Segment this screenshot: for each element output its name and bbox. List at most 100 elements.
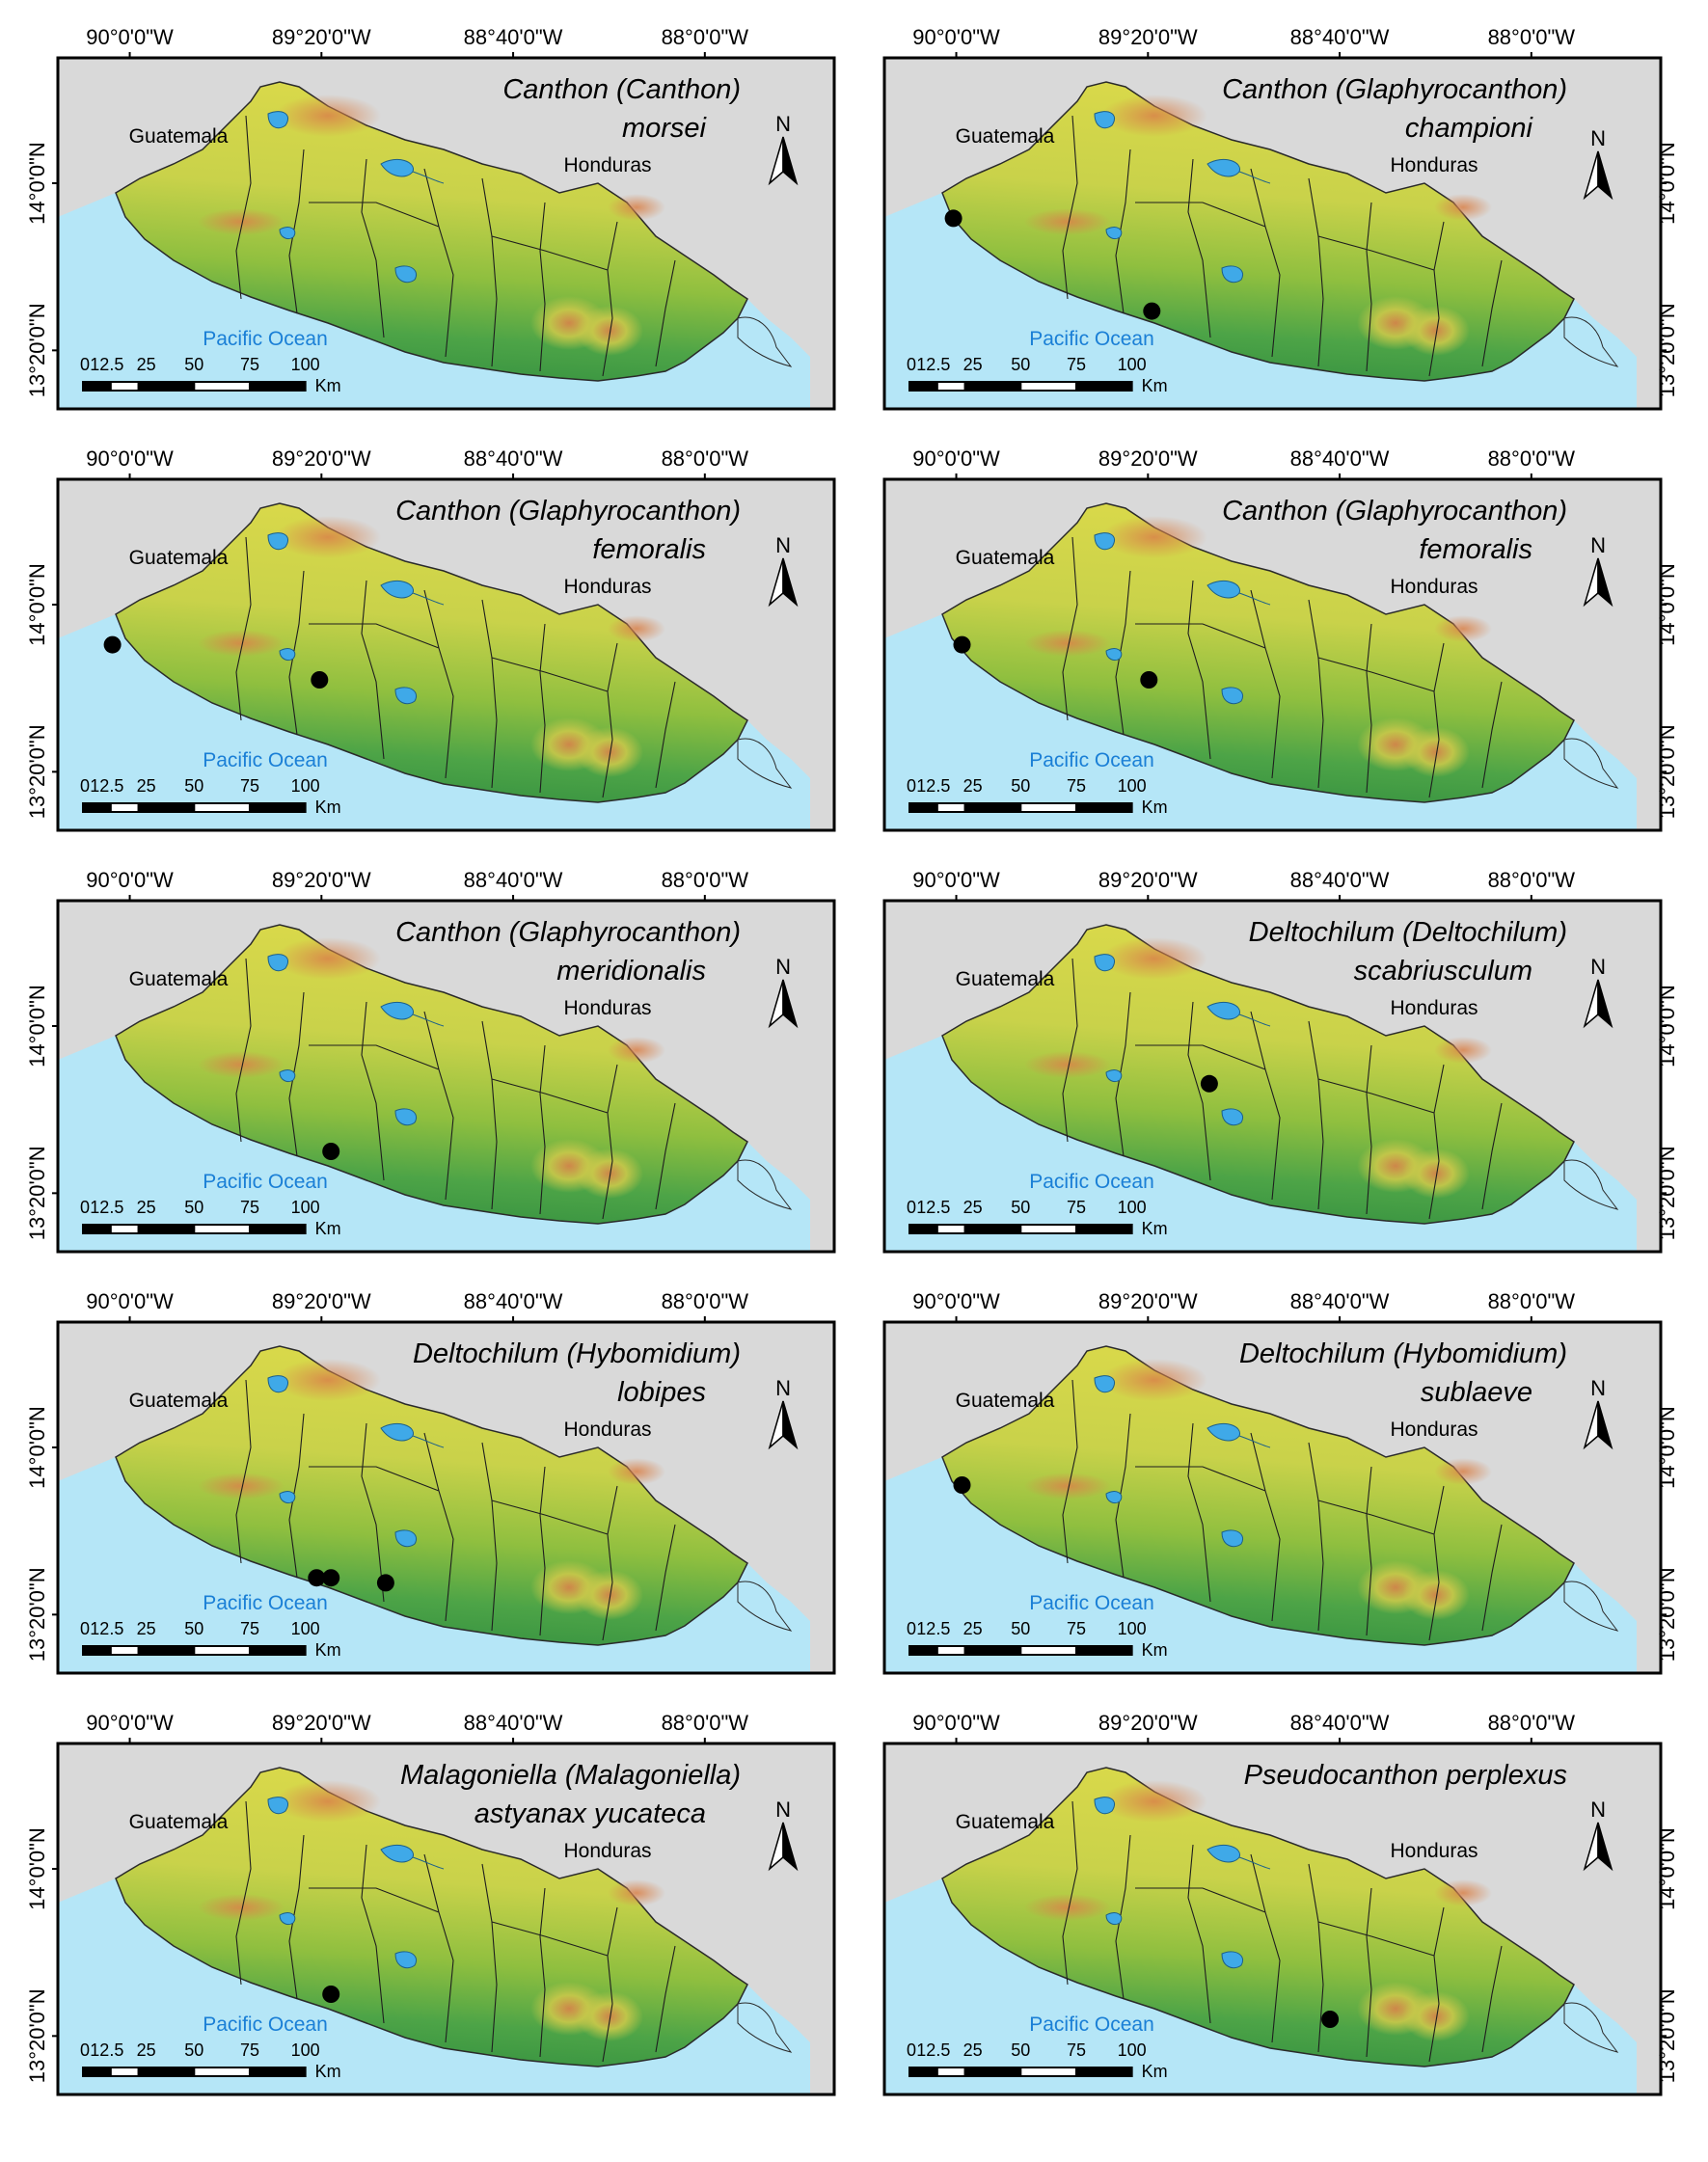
lake-guija: [1094, 111, 1116, 129]
honduras-label: Honduras: [1390, 997, 1478, 1019]
longitude-label: 88°0'0"W: [662, 1289, 749, 1313]
guatemala-label: Guatemala: [956, 1390, 1055, 1412]
eastern-highland: [608, 194, 665, 221]
scale-unit-label: Km: [315, 376, 341, 395]
scale-tick-label: 0: [907, 776, 916, 796]
scale-tick-label: 0: [80, 355, 90, 374]
scale-bar-segment: [935, 2067, 966, 2077]
north-arrow-label: N: [1590, 533, 1606, 557]
scale-bar-segment: [935, 381, 966, 392]
scale-tick-label: 12.5: [90, 1619, 123, 1638]
north-arrow-label: N: [1590, 1797, 1606, 1822]
longitude-label: 89°20'0"W: [1098, 446, 1198, 471]
scale-bar-segment: [908, 1645, 938, 1656]
map-panel-i: 90°0'0"W 89°20'0"W 88°40'0"W 88°0'0"W 14°0'0…: [25, 1711, 836, 2096]
record-point: [953, 1476, 971, 1494]
species-title-line2: astyanax yucateca: [474, 1798, 706, 1829]
outside-land-area: [884, 1743, 1661, 2094]
usulutan-volcano: [1402, 1570, 1470, 1620]
longitude-label: 89°20'0"W: [272, 446, 371, 471]
map-panel-e: 90°0'0"W 89°20'0"W 88°40'0"W 88°0'0"W 14°0'0…: [25, 868, 836, 1254]
scale-tick-label: 0: [907, 355, 916, 374]
scale-tick-label: 0: [80, 776, 90, 796]
longitude-label: 90°0'0"W: [86, 25, 174, 49]
scale-tick-label: 100: [1118, 2040, 1147, 2060]
scale-bar-segment: [908, 1224, 938, 1234]
north-arrow-icon: N: [768, 955, 799, 1029]
longitude-label: 88°40'0"W: [1290, 1289, 1390, 1313]
latitude-label: 14°0'0"N: [25, 1406, 49, 1489]
lake-coatepeque: [1105, 227, 1123, 240]
pacific-ocean-label: Pacific Ocean: [203, 1171, 328, 1193]
scale-bar-segment: [935, 802, 966, 813]
outside-land-area: [884, 479, 1661, 830]
outside-land-area: [58, 58, 834, 409]
scale-bar-segment: [82, 802, 112, 813]
department-borders: [235, 1800, 676, 2063]
scale-unit-label: Km: [315, 1640, 341, 1660]
scale-unit-label: Km: [1142, 2062, 1168, 2081]
santa-ana-highland: [1024, 630, 1111, 657]
outside-land-area: [884, 901, 1661, 1252]
record-point: [311, 671, 329, 689]
longitude-label: 88°40'0"W: [464, 25, 563, 49]
northern-highland: [1101, 95, 1207, 137]
gulf-of-fonseca: [1563, 2002, 1619, 2053]
department-borders: [235, 536, 676, 798]
longitude-label: 89°20'0"W: [1098, 1711, 1198, 1735]
map-panel-j: 90°0'0"W 89°20'0"W 88°40'0"W 88°0'0"W 14°0'0…: [882, 1711, 1679, 2096]
guatemala-label: Guatemala: [129, 547, 229, 569]
department-borders: [1062, 536, 1503, 798]
scale-bar-segment: [1074, 802, 1133, 813]
latitude-label: 14°0'0"N: [1655, 1827, 1679, 1910]
scale-tick-label: 25: [963, 1619, 983, 1638]
scale-tick-label: 25: [137, 2040, 156, 2060]
scale-tick-label: 50: [1011, 355, 1030, 374]
map-panel-b: 90°0'0"W 89°20'0"W 88°40'0"W 88°0'0"W 14°0'0…: [882, 25, 1679, 411]
lake-ilopango: [1221, 1108, 1243, 1126]
species-title-line2: sublaeve: [1421, 1377, 1532, 1408]
species-title-line1: Deltochilum (Hybomidium): [1239, 1338, 1567, 1369]
northern-highland: [275, 516, 381, 558]
scale-tick-label: 12.5: [90, 776, 123, 796]
longitude-label: 90°0'0"W: [912, 446, 1000, 471]
longitude-label: 88°0'0"W: [1488, 25, 1576, 49]
honduras-label: Honduras: [1390, 1419, 1478, 1441]
scale-tick-label: 50: [1011, 2040, 1030, 2060]
northern-highland: [1101, 1359, 1207, 1401]
latitude-label: 13°20'0"N: [1655, 724, 1679, 819]
lake-cerron-grande: [380, 1423, 445, 1448]
species-title-line2: lobipes: [617, 1377, 706, 1408]
species-title-line1: Canthon (Glaphyrocanthon): [395, 917, 741, 948]
north-arrow-icon: N: [1583, 1797, 1613, 1872]
map-frame: [882, 1320, 1663, 1675]
scale-bar-segment: [109, 802, 140, 813]
pacific-ocean-label: Pacific Ocean: [1029, 2013, 1154, 2036]
record-point: [1140, 671, 1158, 689]
scale-tick-label: 25: [963, 1198, 983, 1217]
lake-ilopango: [394, 1108, 417, 1126]
latitude-label: 13°20'0"N: [1655, 1146, 1679, 1240]
record-points: [103, 635, 329, 689]
gulf-of-fonseca: [737, 316, 793, 367]
guatemala-label: Guatemala: [129, 1811, 229, 1833]
map-frame: [882, 1742, 1663, 2096]
latitude-label: 14°0'0"N: [25, 563, 49, 646]
santa-ana-highland: [198, 1894, 285, 1921]
scale-tick-label: 12.5: [916, 1619, 950, 1638]
lake-cerron-grande: [380, 581, 445, 606]
gulf-of-fonseca: [1563, 1581, 1619, 1632]
outside-land-area: [58, 1322, 834, 1673]
outside-land-area: [58, 901, 834, 1252]
map-frame: [882, 899, 1663, 1254]
scale-tick-label: 0: [80, 2040, 90, 2060]
lake-guija: [1094, 1797, 1116, 1815]
department-borders: [1062, 1800, 1503, 2063]
record-point: [1321, 2011, 1340, 2028]
species-title-line2: championi: [1405, 113, 1534, 144]
outside-land-area: [58, 1743, 834, 2094]
latitude-label: 13°20'0"N: [25, 303, 49, 397]
